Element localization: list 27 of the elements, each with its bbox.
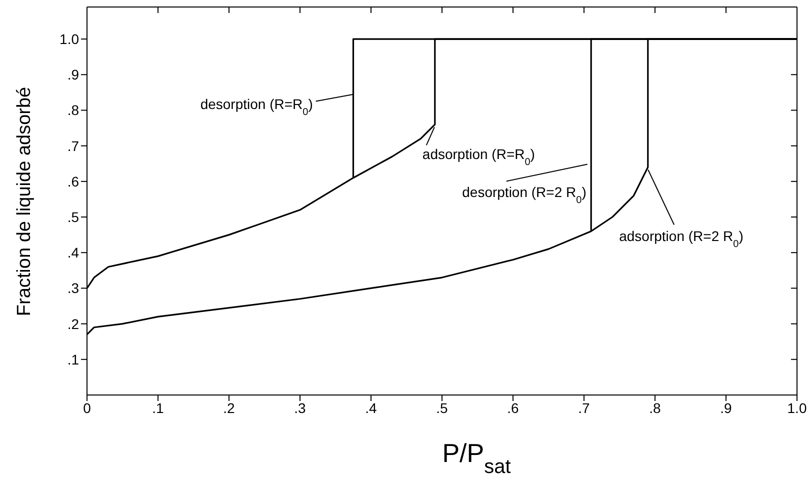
x-tick-label: .2 xyxy=(223,400,236,416)
x-tick-label: .8 xyxy=(649,400,662,416)
x-tick-label: .6 xyxy=(507,400,520,416)
y-tick-label: .7 xyxy=(67,138,80,154)
y-tick-label: .8 xyxy=(67,102,80,118)
y-tick-label: .9 xyxy=(67,66,80,83)
y-axis-title: Fraction de liquide adsorbé xyxy=(14,86,35,316)
x-tick-label: .4 xyxy=(365,400,378,416)
annotation: desorption (R=R$_{0}$) xyxy=(200,96,313,118)
x-tick-label: .9 xyxy=(720,400,732,416)
y-tick-label: .5 xyxy=(67,208,80,225)
x-tick-label: .3 xyxy=(294,400,306,416)
y-tick-label: .4 xyxy=(67,244,80,261)
x-tick-label: 0 xyxy=(83,400,92,416)
annotation: desorption (R=2 R$_{0}$) xyxy=(462,184,586,206)
y-tick-label: 1.0 xyxy=(60,31,80,48)
x-axis-title: P/P$_{sat}$ xyxy=(442,438,512,478)
y-tick-label: .1 xyxy=(67,351,80,368)
x-tick-label: .5 xyxy=(436,400,448,416)
y-tick-label: .3 xyxy=(67,280,80,296)
annotation: adsorption (R=2 R$_{0}$) xyxy=(619,228,744,250)
x-tick-label: .1 xyxy=(152,400,164,416)
x-tick-label: .7 xyxy=(578,400,590,416)
x-tick-label: 1.0 xyxy=(787,400,807,416)
y-tick-label: .6 xyxy=(67,173,80,190)
y-tick-label: .2 xyxy=(67,316,80,332)
annotation: adsorption (R=R$_{0}$) xyxy=(422,146,535,168)
